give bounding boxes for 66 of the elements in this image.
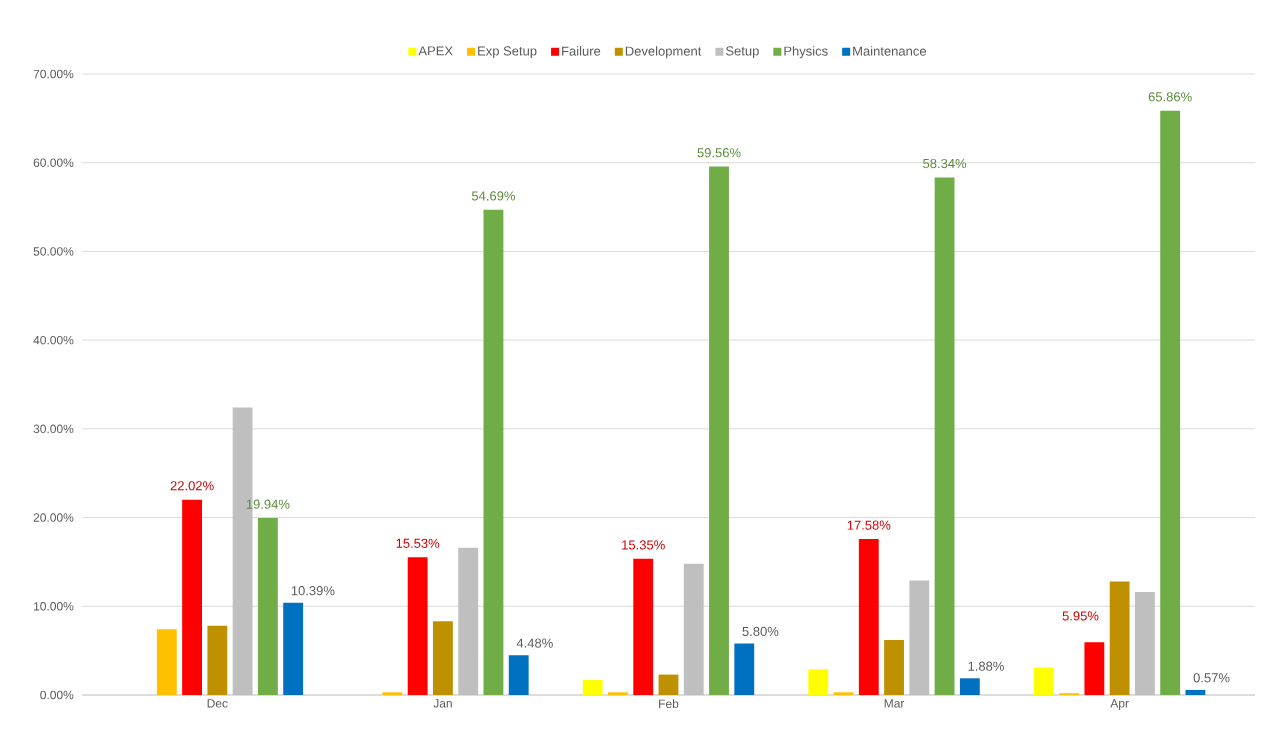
bar [156,629,177,695]
bar [407,557,428,695]
data-label: 19.94% [246,499,290,509]
data-label: 59.56% [697,148,741,158]
bar [582,679,603,695]
y-tick-label: 60.00% [33,158,74,167]
bar [909,580,930,695]
data-label: 4.48% [516,638,553,648]
y-tick-label: 10.00% [34,602,74,611]
bar [382,692,403,695]
y-tick-label: 70.00% [33,69,74,79]
bar [934,177,955,695]
bar [1033,667,1054,695]
bar [283,602,304,695]
x-tick-label: Mar [884,699,905,708]
bar [182,499,203,695]
bar [683,563,704,695]
bar [432,621,453,695]
bar [633,558,654,695]
data-label: 15.53% [396,538,440,548]
bar [1185,689,1206,695]
legend-label: Physics [784,46,828,59]
data-label: 0.57% [1193,673,1230,683]
y-tick-label: 40.00% [33,335,74,345]
data-label: 5.95% [1062,611,1099,621]
bar [1134,592,1155,695]
bar [1109,581,1130,695]
legend-label: APEX [418,46,453,56]
data-label: 54.69% [471,191,516,201]
y-tick-label: 20.00% [33,513,74,522]
bar [207,625,228,695]
data-label: 10.39% [291,586,335,596]
x-tick-label: Jan [433,699,452,708]
data-label: 17.58% [847,520,891,530]
data-label: 58.34% [923,158,967,169]
x-tick-label: Apr [1110,699,1129,710]
bar [808,669,829,695]
y-tick-label: 30.00% [33,424,74,434]
x-tick-label: Feb [659,699,679,708]
bar [858,539,879,695]
legend-label: Failure [562,46,601,56]
bar [1160,110,1181,695]
bar [483,209,504,695]
bar [1084,642,1105,695]
bar [508,655,529,695]
bar [709,166,729,695]
legend-label: Maintenance [853,46,926,56]
data-label: 65.86% [1148,92,1192,102]
bar [257,518,278,695]
bar [658,674,679,695]
legend-label: Development [625,46,702,59]
bar [458,547,479,695]
bar [959,678,980,695]
y-tick-label: 0.00% [40,690,74,700]
x-tick-label: Dec [207,699,228,708]
bar [734,643,755,695]
y-tick-label: 50.00% [33,247,74,256]
data-label: 15.35% [622,540,665,550]
bar [833,692,854,695]
data-label: 22.02% [170,481,214,491]
data-label: 1.88% [968,661,1004,671]
bar [608,692,628,695]
data-label: 5.80% [742,626,779,637]
legend-label: Exp Setup [478,46,537,59]
bar [884,639,904,695]
legend-label: Setup [725,46,759,59]
